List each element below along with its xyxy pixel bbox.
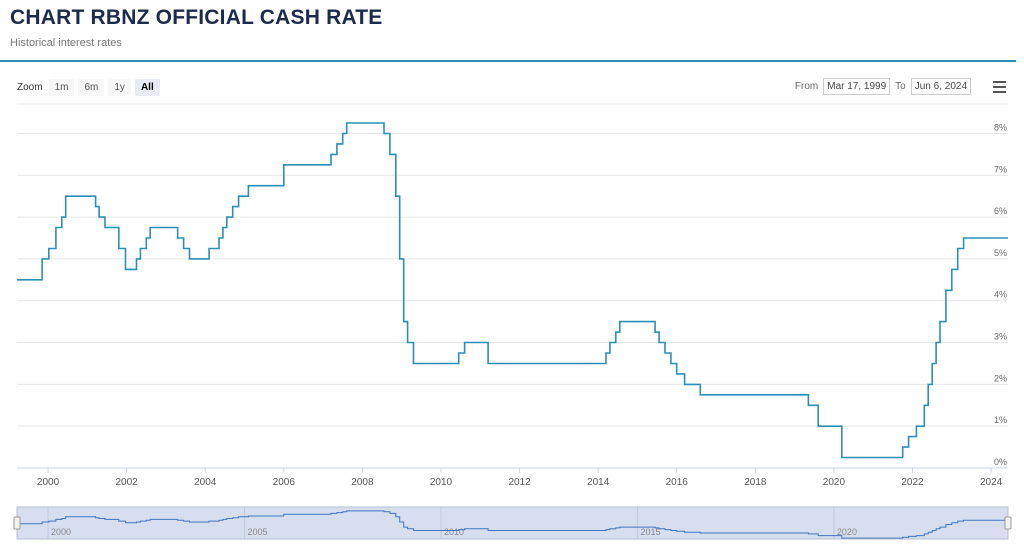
zoom-6m-button[interactable]: 6m	[78, 79, 105, 96]
y-tick-label: 1%	[994, 415, 1007, 425]
navigator-tick-label: 2010	[444, 527, 464, 537]
x-tick-label: 2002	[116, 477, 139, 488]
x-tick-label: 2012	[508, 477, 531, 488]
y-tick-label: 3%	[994, 332, 1007, 342]
navigator-right-handle[interactable]	[1004, 516, 1012, 530]
navigator-tick-label: 2005	[248, 527, 268, 537]
y-tick-label: 7%	[994, 164, 1007, 174]
page-title: CHART RBNZ OFFICIAL CASH RATE	[10, 6, 383, 29]
zoom-1m-button[interactable]: 1m	[48, 79, 75, 96]
y-tick-label: 5%	[994, 248, 1007, 258]
navigator-tick-label: 2000	[51, 527, 71, 537]
from-date-input[interactable]: Mar 17, 1999	[823, 78, 891, 95]
y-tick-label: 0%	[994, 457, 1007, 467]
zoom-controls: Zoom 1m 6m 1y All	[17, 79, 164, 96]
page-subtitle: Historical interest rates	[10, 37, 122, 49]
x-tick-label: 2018	[744, 477, 767, 488]
rate-chart: 0% 1% 2% 3% 4% 5% 6% 7% 8% 2000 2002 2004 2006 2008 20…	[17, 103, 1008, 488]
x-tick-label: 2006	[273, 477, 296, 488]
x-tick-label: 2020	[823, 477, 846, 488]
y-tick-label: 8%	[994, 122, 1007, 132]
x-tick-label: 2014	[587, 477, 610, 488]
x-tick-label: 2008	[351, 477, 374, 488]
navigator[interactable]: 2000 2005 2010 2015 2020	[0, 505, 1024, 543]
navigator-tick-label: 2020	[837, 527, 857, 537]
x-tick-label: 2010	[430, 477, 453, 488]
y-tick-label: 6%	[994, 206, 1007, 216]
to-label: To	[895, 81, 906, 92]
x-tick-label: 2022	[901, 477, 924, 488]
navigator-selection	[17, 507, 1008, 539]
y-tick-label: 2%	[994, 373, 1007, 383]
y-tick-label: 4%	[994, 290, 1007, 300]
to-date-input[interactable]: Jun 6, 2024	[910, 78, 971, 95]
x-tick-label: 2004	[194, 477, 217, 488]
ocr-series-line	[17, 122, 1008, 459]
zoom-all-button[interactable]: All	[134, 79, 160, 96]
x-tick-label: 2000	[37, 477, 60, 488]
x-tick-label: 2016	[666, 477, 689, 488]
from-label: From	[794, 81, 819, 92]
navigator-left-handle[interactable]	[13, 516, 21, 530]
zoom-1y-button[interactable]: 1y	[108, 79, 131, 96]
hamburger-menu-icon[interactable]	[993, 81, 1006, 96]
navigator-series-line	[17, 510, 1008, 539]
date-range: From Mar 17, 1999 To Jun 6, 2024	[795, 78, 976, 95]
x-tick-label: 2024	[980, 477, 1003, 488]
title-divider	[0, 60, 1016, 62]
navigator-tick-label: 2015	[640, 527, 660, 537]
zoom-label: Zoom	[17, 82, 43, 93]
